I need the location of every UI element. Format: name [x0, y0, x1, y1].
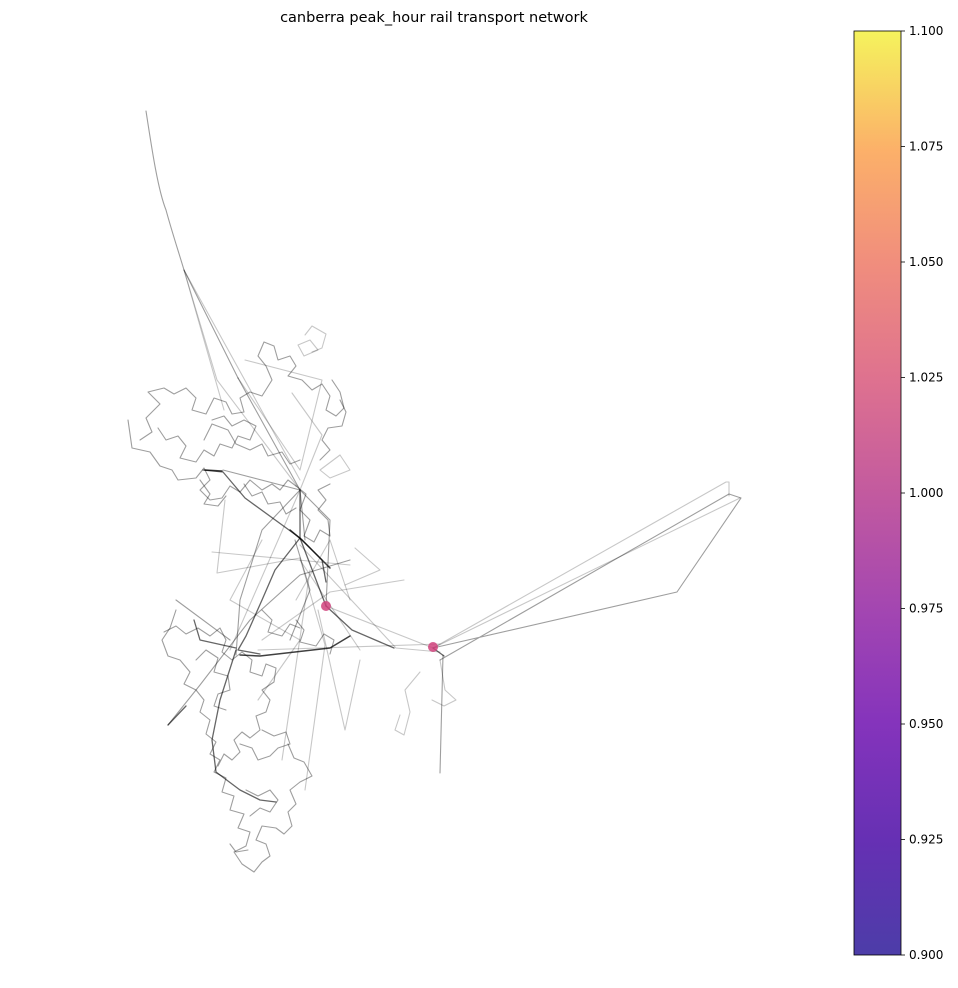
network-node [428, 642, 438, 652]
network-nodes [321, 601, 438, 652]
colorbar: 0.900 0.925 0.950 0.975 1.000 1.025 1.050 1.075… [853, 24, 943, 962]
colorbar-tick-label: 1.000 [909, 486, 943, 500]
colorbar-tick-label: 0.950 [909, 717, 943, 731]
chart-title: canberra peak_hour rail transport networ… [280, 10, 588, 26]
network-edges-medium [127, 110, 742, 873]
colorbar-tick-label: 1.025 [909, 371, 943, 385]
colorbar-tick-label: 0.900 [909, 948, 943, 962]
network-edges-faint [183, 269, 741, 791]
colorbar-ticks: 0.900 0.925 0.950 0.975 1.000 1.025 1.050 1.075… [901, 24, 943, 962]
network-graph [127, 110, 742, 873]
colorbar-tick-label: 0.925 [909, 833, 943, 847]
colorbar-tick-label: 0.975 [909, 602, 943, 616]
network-edges-strong [167, 469, 445, 803]
colorbar-gradient [854, 31, 901, 955]
colorbar-tick-label: 1.100 [909, 24, 943, 38]
colorbar-tick-label: 1.050 [909, 255, 943, 269]
network-edges-trunk [204, 469, 351, 657]
colorbar-tick-label: 1.075 [909, 140, 943, 154]
network-node [321, 601, 331, 611]
